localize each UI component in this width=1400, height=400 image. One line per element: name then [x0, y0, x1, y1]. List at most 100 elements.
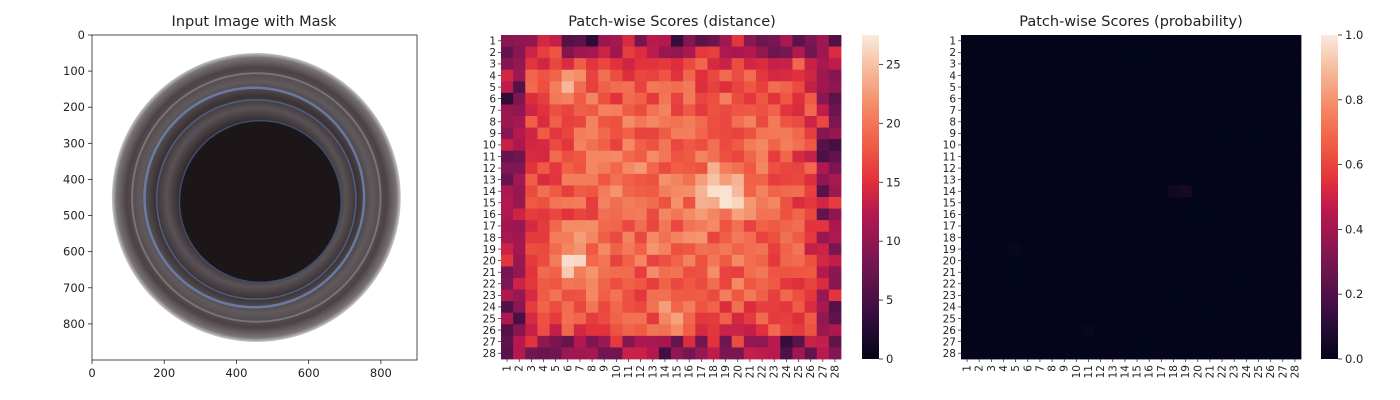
heatmap-cell: [985, 197, 998, 209]
y-tick-label: 21: [943, 267, 956, 279]
heatmap-cell: [1228, 197, 1241, 209]
heatmap-cell: [756, 220, 769, 233]
heatmap-cell: [1179, 92, 1193, 105]
heatmap-cell: [1276, 289, 1290, 302]
heatmap-cell: [1203, 301, 1217, 314]
y-tick-label: 15: [943, 198, 956, 210]
heatmap-cell: [525, 150, 538, 163]
heatmap-cell: [1118, 173, 1132, 186]
heatmap-cell: [525, 162, 538, 175]
heatmap-cell: [1167, 185, 1180, 198]
heatmap-cell: [1264, 278, 1278, 290]
distance-heatmap: [501, 35, 842, 360]
heatmap-cell: [549, 162, 563, 175]
heatmap-cell: [997, 335, 1010, 348]
heatmap-cell: [1179, 289, 1193, 302]
heatmap-cell: [1118, 335, 1132, 348]
heatmap-cell: [985, 46, 998, 59]
x-tick-label: 7: [1034, 365, 1046, 372]
heatmap-cell: [683, 197, 696, 209]
heatmap-cell: [1094, 324, 1108, 337]
heatmap-cell: [573, 69, 587, 82]
heatmap-cell: [634, 197, 648, 209]
y-tick-label: 13: [943, 174, 956, 186]
heatmap-cell: [1276, 46, 1290, 59]
heatmap-cell: [537, 185, 550, 198]
heatmap-cell: [1264, 104, 1278, 117]
heatmap-cell: [671, 335, 684, 348]
heatmap-cell: [1240, 254, 1253, 267]
heatmap-cell: [961, 116, 974, 128]
heatmap-cell: [683, 173, 696, 186]
heatmap-cell: [707, 301, 720, 314]
heatmap-cell: [961, 127, 974, 140]
heatmap-cell: [804, 35, 818, 47]
heatmap-cell: [1252, 116, 1265, 128]
heatmap-cell: [816, 312, 830, 325]
heatmap-cell: [1131, 81, 1144, 94]
heatmap-cell: [1070, 289, 1083, 302]
heatmap-cell: [973, 335, 986, 348]
heatmap-cell: [780, 243, 793, 256]
heatmap-cell: [707, 231, 720, 244]
heatmap-cell: [828, 335, 842, 348]
heatmap-cell: [1252, 162, 1265, 175]
heatmap-cell: [1106, 324, 1120, 337]
heatmap-cell: [1288, 173, 1302, 186]
heatmap-cell: [1009, 150, 1023, 163]
heatmap-cell: [1252, 335, 1265, 348]
heatmap-cell: [1094, 58, 1108, 71]
heatmap-cell: [1264, 69, 1278, 82]
heatmap-cell: [1094, 35, 1108, 47]
heatmap-cell: [1179, 139, 1193, 152]
heatmap-cell: [731, 127, 745, 140]
heatmap-cell: [1155, 173, 1168, 186]
heatmap-cell: [1216, 197, 1229, 209]
heatmap-cell: [1058, 69, 1071, 82]
heatmap-cell: [598, 150, 611, 163]
heatmap-cell: [646, 278, 660, 290]
x-tick-label: 8: [587, 365, 599, 372]
colorbar-tick-label: 0.6: [1345, 158, 1363, 172]
heatmap-cell: [634, 301, 648, 314]
heatmap-cell: [1058, 335, 1071, 348]
heatmap-cell: [1191, 278, 1205, 290]
heatmap-cell: [1203, 312, 1217, 325]
y-tick-label: 25: [483, 313, 496, 325]
x-tick-label: 25: [793, 365, 805, 378]
heatmap-cell: [646, 58, 660, 71]
heatmap-cell: [719, 266, 733, 279]
heatmap-cell: [816, 208, 830, 221]
heatmap-cell: [828, 162, 842, 175]
heatmap-cell: [804, 301, 818, 314]
heatmap-cell: [997, 185, 1010, 198]
heatmap-cell: [1228, 289, 1241, 302]
heatmap-cell: [1082, 92, 1095, 105]
heatmap-cell: [1191, 116, 1205, 128]
heatmap-cell: [961, 266, 974, 279]
heatmap-cell: [1033, 289, 1047, 302]
heatmap-cell: [961, 231, 974, 244]
heatmap-cell: [1252, 92, 1265, 105]
heatmap-cell: [792, 81, 805, 94]
heatmap-cell: [1240, 104, 1253, 117]
heatmap-cell: [646, 127, 660, 140]
heatmap-cell: [549, 208, 563, 221]
y-tick-label: 18: [483, 232, 496, 244]
heatmap-cell: [1179, 46, 1193, 59]
heatmap-cell: [1167, 139, 1180, 152]
x-tick-label: 10: [611, 365, 623, 378]
x-tick-label: 21: [1204, 365, 1216, 378]
heatmap-cell: [997, 69, 1010, 82]
heatmap-cell: [513, 150, 526, 163]
heatmap-cell: [804, 92, 818, 105]
heatmap-cell: [646, 173, 660, 186]
heatmap-cell: [586, 185, 599, 198]
heatmap-cell: [695, 231, 708, 244]
heatmap-cell: [646, 162, 660, 175]
heatmap-cell: [1191, 150, 1205, 163]
colorbar-tick-label: 0.8: [1345, 93, 1363, 107]
heatmap-cell: [1252, 69, 1265, 82]
heatmap-cell: [634, 173, 648, 186]
x-tick-label: 1: [962, 365, 974, 372]
